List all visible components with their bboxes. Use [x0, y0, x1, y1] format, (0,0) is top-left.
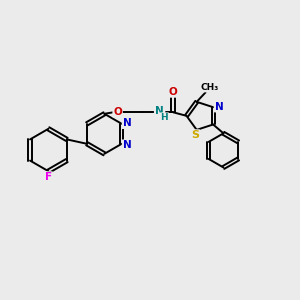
- Text: S: S: [191, 130, 199, 140]
- Text: N: N: [123, 140, 131, 150]
- Text: N: N: [123, 118, 131, 128]
- Text: N: N: [155, 106, 164, 116]
- Text: O: O: [169, 87, 178, 97]
- Text: O: O: [113, 107, 122, 117]
- Text: CH₃: CH₃: [201, 82, 219, 91]
- Text: N: N: [215, 102, 224, 112]
- Text: F: F: [45, 172, 52, 182]
- Text: H: H: [160, 113, 168, 122]
